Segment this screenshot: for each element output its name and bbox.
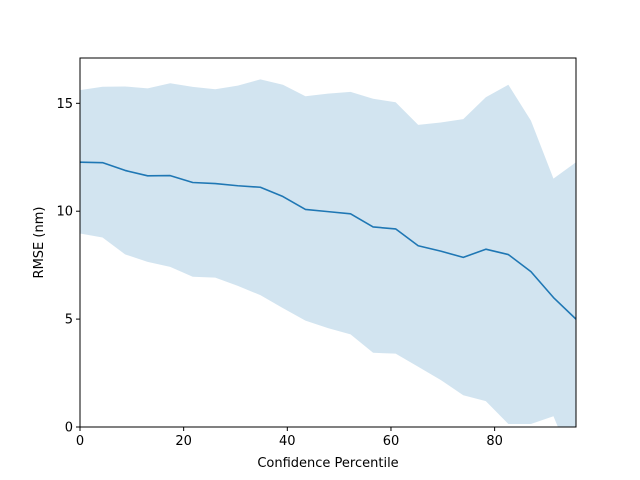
x-axis-ticks: 0 20 40 60 80: [76, 427, 503, 449]
x-tick-label: 60: [383, 434, 400, 449]
y-tick-label: 5: [65, 313, 73, 328]
rmse-line: [80, 161, 576, 320]
series-line-layer: [80, 161, 576, 320]
y-axis-label: RMSE (nm): [32, 207, 47, 279]
x-axis-label: Confidence Percentile: [257, 456, 398, 471]
y-axis-ticks: 0 5 10 15: [56, 97, 80, 436]
x-tick-label: 40: [279, 434, 296, 449]
x-tick-label: 80: [486, 434, 503, 449]
x-tick-label: 0: [76, 434, 84, 449]
plot-frame: [79, 57, 577, 428]
y-tick-label: 10: [56, 205, 73, 220]
x-tick-label: 20: [175, 434, 192, 449]
confidence-band: [80, 79, 576, 427]
y-tick-label: 0: [65, 421, 73, 436]
y-tick-label: 15: [56, 97, 73, 112]
confidence-band-layer: [80, 79, 576, 427]
